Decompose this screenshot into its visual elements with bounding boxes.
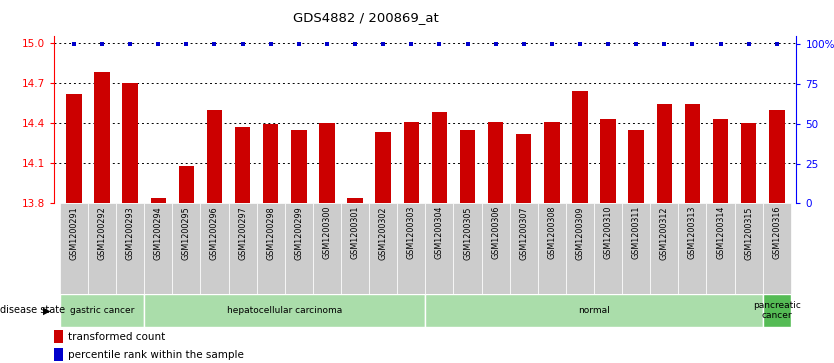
Bar: [488, 122, 504, 203]
Text: hepatocellular carcinoma: hepatocellular carcinoma: [227, 306, 343, 315]
Text: GSM1200309: GSM1200309: [575, 206, 585, 260]
Bar: [319, 123, 334, 203]
Bar: [66, 94, 82, 203]
Text: GSM1200311: GSM1200311: [631, 206, 641, 260]
Bar: [629, 130, 644, 203]
Bar: [54, 330, 63, 343]
Text: GSM1200305: GSM1200305: [463, 206, 472, 260]
Text: GSM1200313: GSM1200313: [688, 206, 697, 260]
Text: GSM1200292: GSM1200292: [98, 206, 107, 260]
Bar: [516, 134, 531, 203]
Text: GSM1200303: GSM1200303: [407, 206, 416, 260]
Bar: [460, 130, 475, 203]
Bar: [116, 203, 144, 294]
Text: ▶: ▶: [43, 305, 50, 315]
Text: GSM1200308: GSM1200308: [547, 206, 556, 260]
Bar: [235, 127, 250, 203]
Bar: [369, 203, 397, 294]
Bar: [651, 203, 678, 294]
Bar: [341, 203, 369, 294]
Bar: [207, 110, 222, 203]
Text: transformed count: transformed count: [68, 332, 165, 342]
Text: GDS4882 / 200869_at: GDS4882 / 200869_at: [293, 11, 439, 24]
Text: GSM1200298: GSM1200298: [266, 206, 275, 260]
Bar: [94, 72, 110, 203]
Text: GSM1200300: GSM1200300: [323, 206, 331, 260]
Text: GSM1200316: GSM1200316: [772, 206, 781, 260]
Text: percentile rank within the sample: percentile rank within the sample: [68, 350, 244, 360]
Text: GSM1200312: GSM1200312: [660, 206, 669, 260]
Bar: [706, 203, 735, 294]
Text: GSM1200314: GSM1200314: [716, 206, 725, 260]
Bar: [313, 203, 341, 294]
Text: GSM1200291: GSM1200291: [69, 206, 78, 260]
Text: GSM1200310: GSM1200310: [604, 206, 613, 260]
Bar: [60, 203, 88, 294]
Bar: [144, 294, 425, 327]
Bar: [347, 198, 363, 203]
Bar: [397, 203, 425, 294]
Bar: [763, 203, 791, 294]
Bar: [481, 203, 510, 294]
Text: GSM1200297: GSM1200297: [238, 206, 247, 260]
Bar: [600, 119, 615, 203]
Bar: [432, 113, 447, 203]
Bar: [178, 166, 194, 203]
Bar: [454, 203, 481, 294]
Bar: [200, 203, 229, 294]
Bar: [769, 110, 785, 203]
Bar: [425, 294, 763, 327]
Bar: [144, 203, 173, 294]
Bar: [735, 203, 763, 294]
Bar: [594, 203, 622, 294]
Bar: [678, 203, 706, 294]
Text: GSM1200294: GSM1200294: [153, 206, 163, 260]
Bar: [375, 132, 391, 203]
Bar: [54, 348, 63, 361]
Bar: [685, 105, 701, 203]
Bar: [284, 203, 313, 294]
Text: GSM1200315: GSM1200315: [744, 206, 753, 260]
Bar: [123, 83, 138, 203]
Bar: [713, 119, 728, 203]
Text: GSM1200293: GSM1200293: [126, 206, 134, 260]
Bar: [572, 91, 588, 203]
Text: GSM1200296: GSM1200296: [210, 206, 219, 260]
Bar: [510, 203, 538, 294]
Text: normal: normal: [578, 306, 610, 315]
Text: pancreatic
cancer: pancreatic cancer: [753, 301, 801, 320]
Bar: [544, 122, 560, 203]
Bar: [291, 130, 307, 203]
Text: GSM1200301: GSM1200301: [350, 206, 359, 260]
Bar: [404, 122, 419, 203]
Bar: [763, 294, 791, 327]
Text: GSM1200306: GSM1200306: [491, 206, 500, 260]
Bar: [741, 123, 756, 203]
Bar: [229, 203, 257, 294]
Bar: [173, 203, 200, 294]
Bar: [88, 203, 116, 294]
Bar: [425, 203, 454, 294]
Bar: [150, 198, 166, 203]
Text: GSM1200295: GSM1200295: [182, 206, 191, 260]
Bar: [60, 294, 144, 327]
Text: GSM1200302: GSM1200302: [379, 206, 388, 260]
Bar: [257, 203, 284, 294]
Bar: [656, 105, 672, 203]
Bar: [263, 125, 279, 203]
Text: GSM1200307: GSM1200307: [520, 206, 528, 260]
Bar: [538, 203, 566, 294]
Text: gastric cancer: gastric cancer: [70, 306, 134, 315]
Text: disease state: disease state: [0, 305, 65, 315]
Bar: [566, 203, 594, 294]
Bar: [622, 203, 651, 294]
Text: GSM1200304: GSM1200304: [435, 206, 444, 260]
Text: GSM1200299: GSM1200299: [294, 206, 304, 260]
